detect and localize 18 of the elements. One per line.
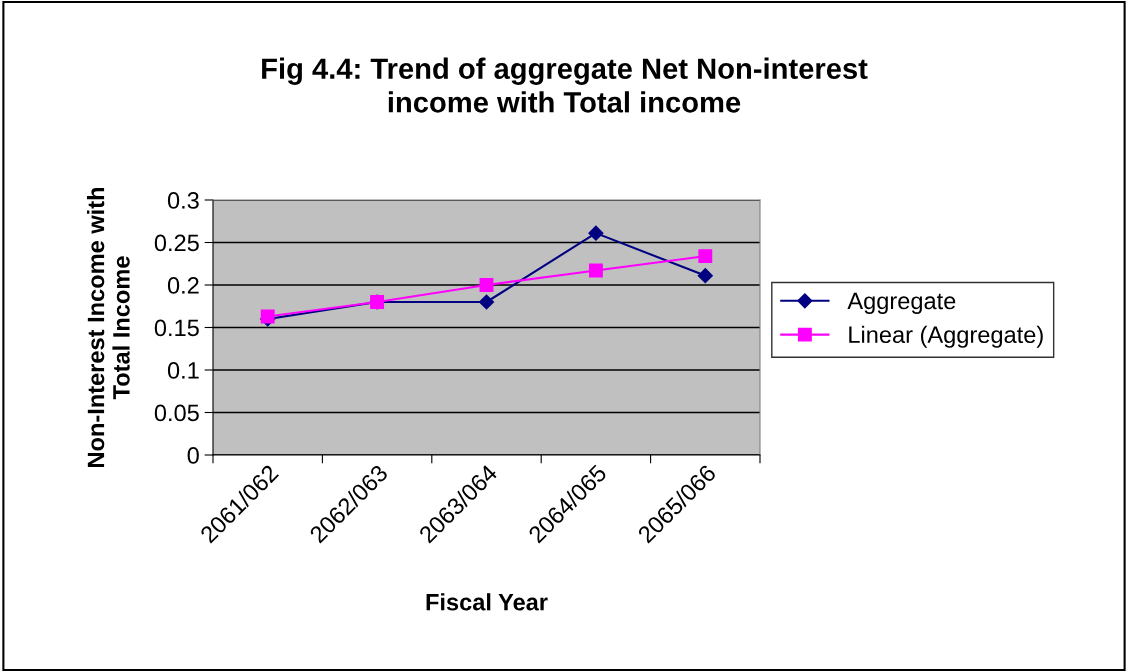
legend-label: Aggregate	[847, 292, 956, 314]
y-tick-label: 0.1	[167, 362, 199, 379]
y-tick-label: 0	[187, 447, 199, 464]
point	[697, 268, 713, 284]
y-tick-label: 0.15	[154, 319, 199, 337]
y-axis-title: Non-Interest Income with Total Income	[86, 187, 130, 467]
legend-label: Linear (Aggregate)	[849, 325, 1043, 348]
y-tick-label: 0.25	[154, 234, 199, 252]
point	[698, 249, 713, 264]
point	[588, 225, 604, 241]
chart-title: Fig 4.4: Trend of aggregate Net Non-interest income with Total income	[262, 57, 868, 113]
x-axis-title: Fiscal Year	[426, 593, 548, 611]
y-tick-label: 0.05	[154, 404, 199, 422]
point	[588, 263, 603, 278]
y-tick-label: 0.3	[167, 192, 199, 209]
point	[479, 278, 494, 292]
point	[478, 294, 495, 310]
y-tick-label: 0.2	[167, 277, 199, 294]
